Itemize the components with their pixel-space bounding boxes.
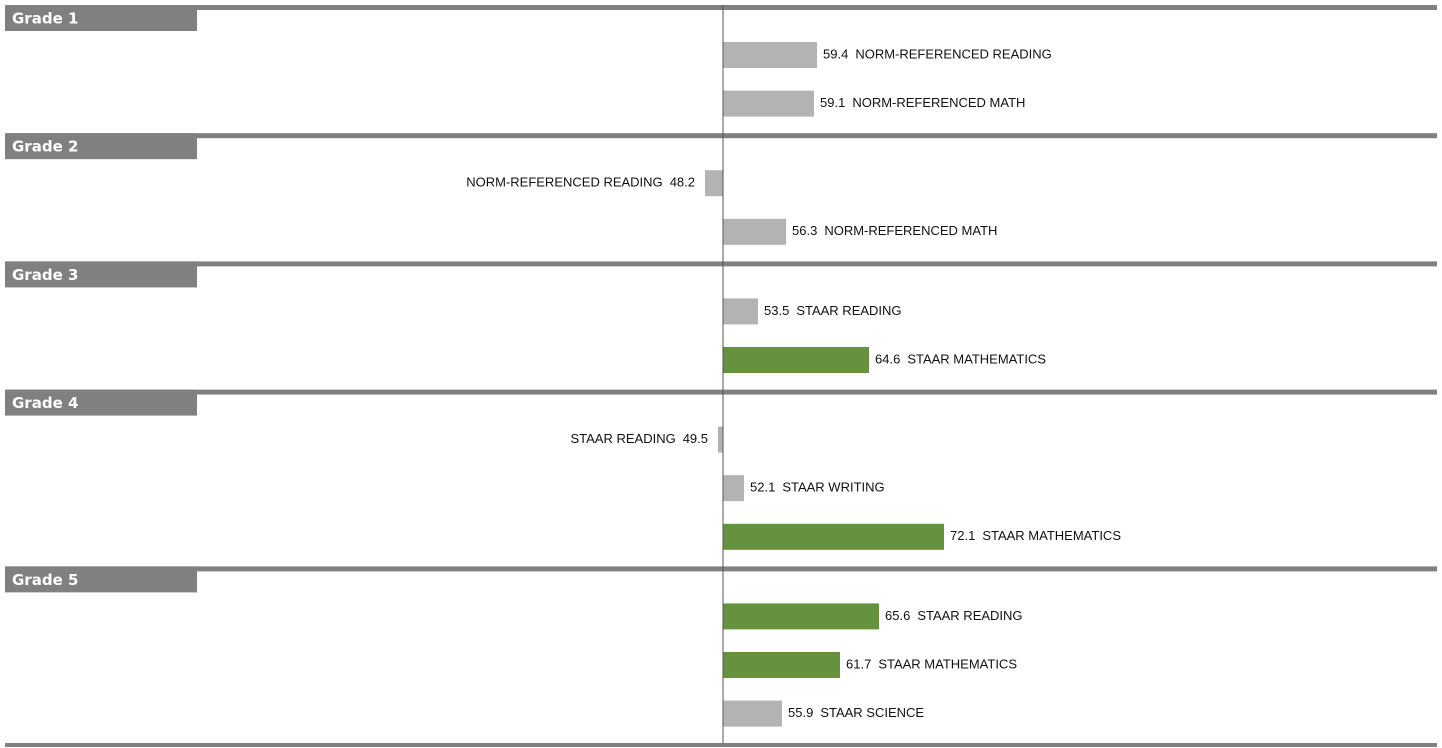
item-label: STAAR MATHEMATICS [982,528,1121,543]
bar [723,652,840,678]
value-label: 64.6 [875,351,900,366]
group-title: Grade 5 [12,571,78,589]
item-label: NORM-REFERENCED MATH [852,95,1025,110]
value-label: 55.9 [788,705,813,720]
group-title: Grade 2 [12,138,78,156]
item-label: STAAR READING [796,303,901,318]
bar [723,90,814,117]
value-label: 59.1 [820,95,845,110]
group-rule [5,133,1437,139]
value-label: 61.7 [846,656,871,671]
bar [723,42,817,68]
group-rule [5,5,1437,10]
bar [705,170,723,197]
group-tab [5,389,197,416]
value-label: 56.3 [792,223,817,238]
item-label: STAAR WRITING [782,480,884,495]
value-label: 72.1 [950,528,975,543]
group-rule [5,261,1437,267]
bar [723,523,944,550]
value-label: 59.4 [823,46,848,61]
bar [723,298,758,325]
bar [718,426,723,453]
value-label: 53.5 [764,303,789,318]
item-label: STAAR READING [917,608,1022,623]
item-label: STAAR MATHEMATICS [878,656,1017,671]
bar [723,700,782,727]
value-label: 48.2 [670,175,695,190]
group-rule [5,566,1437,572]
item-label: NORM-REFERENCED READING [855,46,1051,61]
item-label: STAAR READING [570,431,675,446]
item-label: NORM-REFERENCED MATH [824,223,997,238]
item-label: STAAR SCIENCE [820,705,924,720]
group-title: Grade 4 [12,394,78,412]
item-label: STAAR MATHEMATICS [907,351,1046,366]
bar [723,475,744,502]
bar [723,347,869,373]
group-title: Grade 3 [12,266,78,284]
group-tab [5,5,197,31]
bottom-rule [5,743,1437,747]
bar [723,603,879,630]
group-tab [5,261,197,288]
group-title: Grade 1 [12,10,78,28]
item-label: NORM-REFERENCED READING [466,175,662,190]
value-label: 52.1 [750,480,775,495]
bar [723,218,786,245]
group-tab [5,566,197,593]
value-label: 65.6 [885,608,910,623]
group-rule [5,389,1437,395]
value-label: 49.5 [683,431,708,446]
group-tab [5,133,197,160]
